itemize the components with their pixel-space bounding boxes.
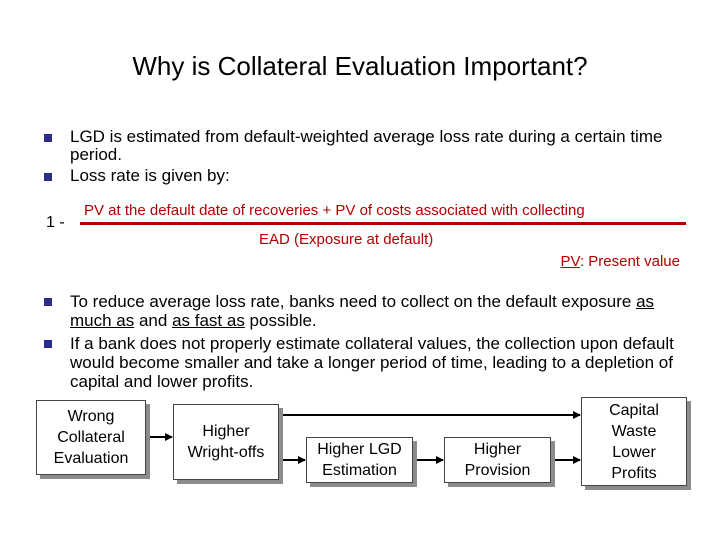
bullet-item: To reduce average loss rate, banks need … [42, 292, 682, 330]
pv-note: PV: Present value [560, 253, 680, 270]
flow-box-label: Higher Wright-offs [187, 423, 265, 461]
formula-numerator: PV at the default date of recoveries + P… [84, 202, 585, 219]
bullet-item: If a bank does not properly estimate col… [42, 334, 682, 391]
bullet-item: Loss rate is given by: [42, 167, 682, 185]
flow-box-label: Capital Waste Lower Profits [609, 401, 659, 482]
flow-box-higher-provision: Higher Provision [444, 437, 551, 483]
bullet-text: LGD is estimated from default-weighted a… [70, 127, 663, 164]
arrow-writeoffs-to-capital [225, 404, 581, 419]
bullet-text: Loss rate is given by: [70, 166, 230, 185]
bullet-square-icon [44, 134, 52, 142]
bullet-text-part: and [134, 311, 173, 330]
flow-box-label: Higher Provision [464, 441, 531, 479]
bullet-square-icon [44, 340, 52, 348]
flow-box-wrong-collateral-evaluation: Wrong Collateral Evaluation [36, 400, 146, 475]
flow-box-capital-waste-lower-profits: Capital Waste Lower Profits [581, 397, 687, 486]
fraction-line [80, 222, 686, 225]
formula-denominator: EAD (Exposure at default) [259, 231, 434, 248]
bullet-square-icon [44, 298, 52, 306]
emphasis-as-fast-as: as fast as [172, 311, 245, 330]
formula-prefix: 1 - [46, 214, 65, 231]
bullet-text-part: To reduce average loss rate, banks need … [70, 292, 637, 311]
flow-box-higher-lgd-estimation: Higher LGD Estimation [306, 437, 413, 483]
bullet-text-part: possible. [244, 311, 317, 330]
bullet-square-icon [44, 173, 52, 181]
bullet-item: LGD is estimated from default-weighted a… [42, 128, 682, 164]
pv-abbr: PV [560, 253, 580, 270]
flow-box-label: Higher LGD Estimation [317, 441, 402, 479]
slide-title: Why is Collateral Evaluation Important? [132, 51, 588, 81]
bullet-list-top: LGD is estimated from default-weighted a… [42, 128, 682, 185]
pv-definition: : Present value [579, 253, 680, 270]
flow-box-higher-writeoffs: Higher Wright-offs [173, 404, 279, 480]
emphasis-as-much-as: as much as [70, 292, 655, 330]
bullet-list-bottom: To reduce average loss rate, banks need … [42, 292, 682, 391]
flow-box-label: Wrong Collateral Evaluation [53, 408, 129, 467]
bullet-text: If a bank does not properly estimate col… [70, 334, 674, 391]
